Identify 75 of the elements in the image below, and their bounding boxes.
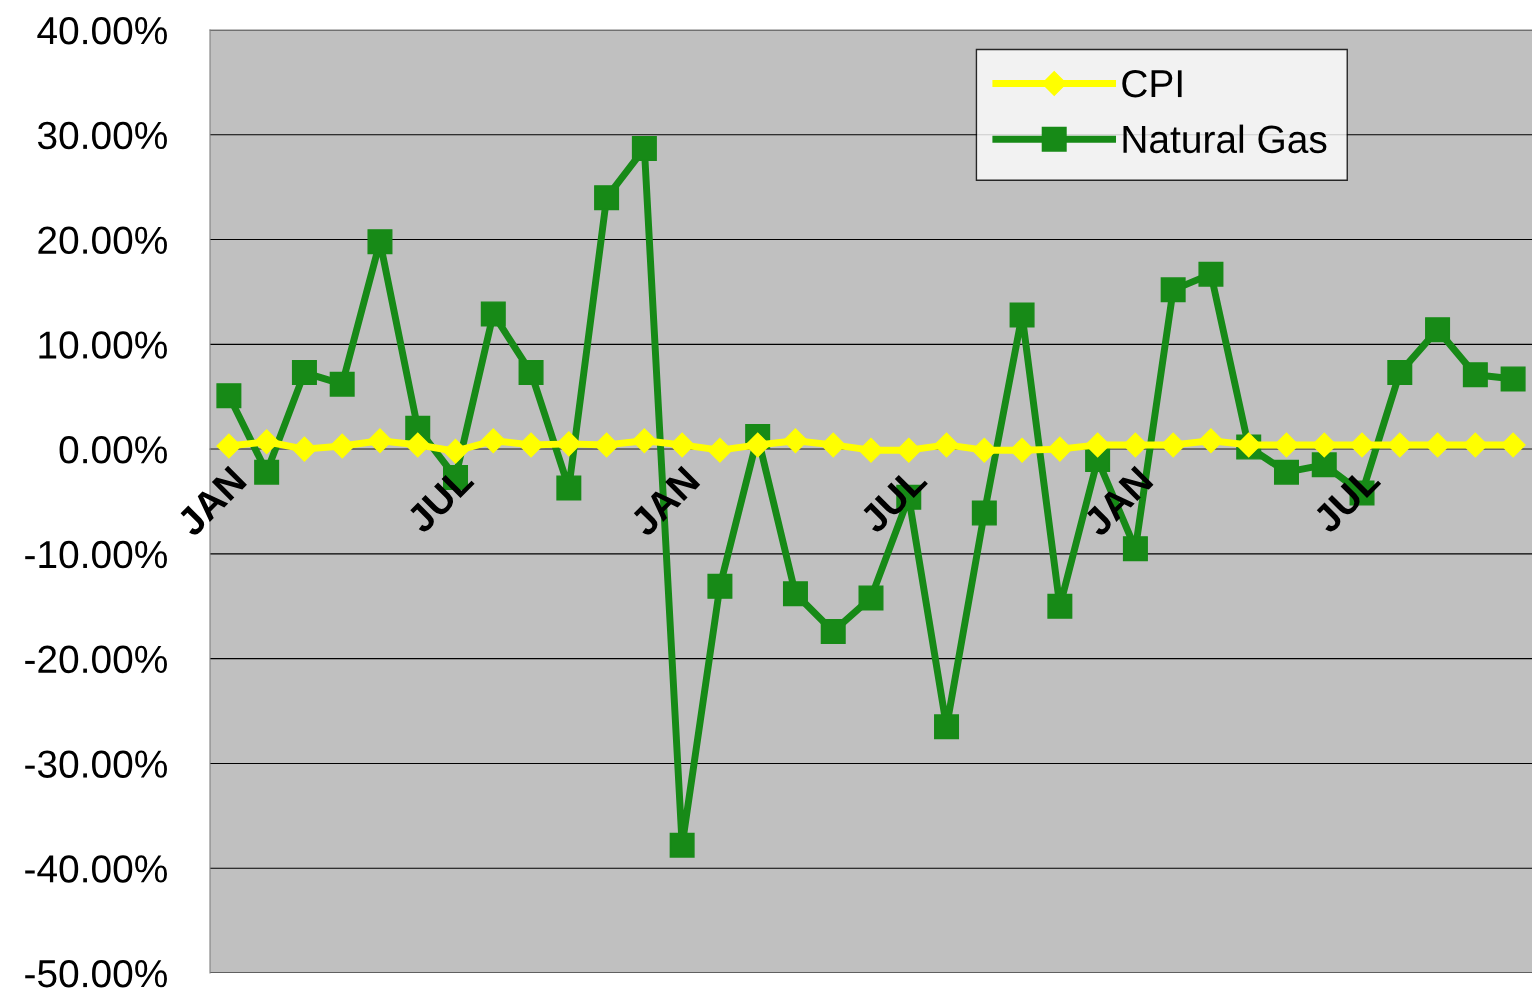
y-tick-label: 20.00% xyxy=(38,226,167,255)
point xyxy=(405,432,431,458)
point xyxy=(707,437,733,463)
point xyxy=(820,432,846,458)
point xyxy=(254,429,280,455)
point xyxy=(254,459,280,485)
point xyxy=(971,500,997,526)
point xyxy=(896,437,922,463)
point xyxy=(858,437,884,463)
point xyxy=(934,714,960,740)
point xyxy=(631,135,657,161)
y-tick-label: 40.00% xyxy=(37,16,167,45)
point xyxy=(1273,459,1299,485)
point xyxy=(1160,432,1186,458)
legend-label: Natural Gas xyxy=(1123,124,1327,154)
point xyxy=(329,433,355,459)
point xyxy=(1274,432,1299,458)
y-tick-label: 30.00% xyxy=(37,121,167,150)
point xyxy=(556,475,582,501)
point xyxy=(1009,302,1035,328)
point xyxy=(707,573,733,599)
point xyxy=(443,438,468,464)
point xyxy=(367,428,393,454)
point xyxy=(1047,593,1073,619)
y-tick-label: -30.00% xyxy=(25,750,167,778)
point xyxy=(291,436,317,462)
point xyxy=(631,428,657,454)
point xyxy=(858,585,884,611)
point xyxy=(1462,432,1488,458)
point xyxy=(329,371,355,397)
point xyxy=(1198,428,1224,454)
point xyxy=(367,229,393,255)
point xyxy=(971,437,997,463)
point xyxy=(480,301,506,327)
point xyxy=(1198,261,1224,287)
point xyxy=(1311,432,1337,458)
point xyxy=(1085,432,1111,458)
point xyxy=(782,581,808,607)
point xyxy=(745,432,771,458)
point xyxy=(669,832,695,858)
point xyxy=(1009,437,1035,463)
point xyxy=(1122,536,1148,562)
x-tick-label: JUL xyxy=(404,464,475,535)
point xyxy=(1462,362,1488,388)
y-tick-label: 0.00% xyxy=(59,436,167,464)
point xyxy=(480,428,506,454)
point xyxy=(1500,432,1526,458)
point xyxy=(216,433,242,459)
y-tick-label: -40.00% xyxy=(25,855,167,883)
point xyxy=(291,360,317,386)
y-tick-label: -10.00% xyxy=(25,540,167,569)
point xyxy=(216,383,242,409)
point xyxy=(518,432,544,458)
point xyxy=(1500,366,1526,392)
legend-label: CPI xyxy=(1122,69,1182,98)
point xyxy=(820,618,846,644)
point xyxy=(782,428,808,454)
point xyxy=(594,185,620,211)
point xyxy=(669,432,695,458)
point xyxy=(1349,432,1375,458)
x-tick-label: JUL xyxy=(858,464,929,535)
point xyxy=(1387,360,1413,386)
point xyxy=(594,432,620,458)
point xyxy=(556,431,582,457)
point xyxy=(1387,432,1413,458)
y-tick-label: 10.00% xyxy=(39,331,167,359)
point xyxy=(518,360,544,386)
x-tick-label: JUL xyxy=(1311,464,1382,535)
y-tick-label: -20.00% xyxy=(25,645,167,674)
point xyxy=(1122,432,1148,458)
point xyxy=(1160,277,1186,303)
point xyxy=(1425,317,1451,343)
point xyxy=(934,432,960,458)
point xyxy=(1047,436,1073,462)
y-tick-label: -50.00% xyxy=(25,959,167,988)
